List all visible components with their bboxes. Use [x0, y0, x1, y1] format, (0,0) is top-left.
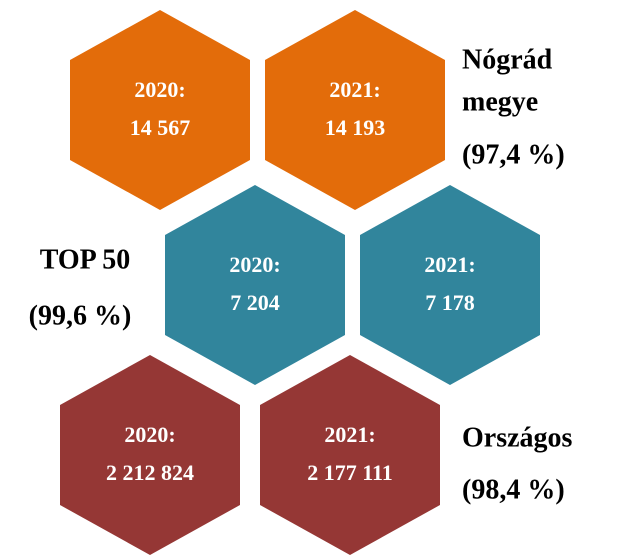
- hexagon: [260, 355, 440, 555]
- hexagon: [70, 10, 250, 210]
- hexagon: [60, 355, 240, 555]
- hexagon-year: 2021:: [324, 422, 375, 447]
- hexagon: [360, 185, 540, 385]
- hexagon-value: 2 177 111: [307, 460, 393, 485]
- hexagon-value: 7 178: [425, 290, 475, 315]
- group-label: Országos: [462, 422, 573, 453]
- hexagon: [165, 185, 345, 385]
- hexagon-year: 2020:: [124, 422, 175, 447]
- group-label: Nógrád: [462, 44, 553, 75]
- hexagon-year: 2021:: [329, 77, 380, 102]
- hexagon: [265, 10, 445, 210]
- hexagon-value: 2 212 824: [106, 460, 194, 485]
- hexagon-value: 14 567: [130, 115, 191, 140]
- group-ratio: (97,4 %): [462, 139, 565, 170]
- hexagon-year: 2020:: [134, 77, 185, 102]
- hexagon-year: 2020:: [229, 252, 280, 277]
- group-label: TOP 50: [40, 244, 131, 275]
- group-label: megye: [462, 86, 538, 117]
- hexagon-value: 14 193: [325, 115, 386, 140]
- group-ratio: (98,4 %): [462, 474, 565, 505]
- hexagon-year: 2021:: [424, 252, 475, 277]
- group-ratio: (99,6 %): [29, 300, 132, 331]
- hexagon-value: 7 204: [230, 290, 280, 315]
